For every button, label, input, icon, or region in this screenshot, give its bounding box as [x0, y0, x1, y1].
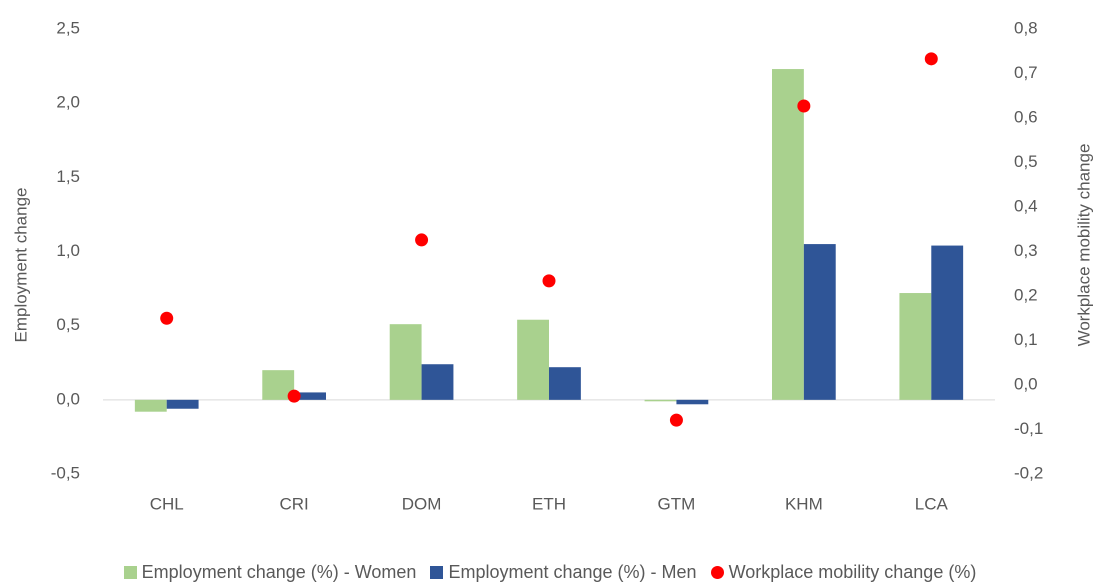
point [542, 274, 556, 288]
y2-tick-label: 0,5 [1014, 152, 1038, 171]
y-tick-label: 0,5 [56, 315, 80, 334]
point [287, 389, 301, 403]
x-tick-label: DOM [402, 494, 442, 513]
y2-tick-label: 0,1 [1014, 330, 1038, 349]
bar [899, 293, 932, 400]
chart: Employment change Workplace mobility cha… [11, 18, 1093, 513]
x-tick-label: CRI [280, 494, 309, 513]
x-tick-label: ETH [532, 494, 566, 513]
y2-tick-label: 0,0 [1014, 374, 1038, 393]
bar [389, 324, 422, 400]
bar [134, 399, 167, 412]
x-tick-label: KHM [785, 494, 823, 513]
y-tick-label: -0,5 [51, 463, 80, 482]
bar [421, 364, 454, 400]
legend-item: Employment change (%) - Women [123, 562, 417, 583]
y-axis-label: Employment change [11, 188, 30, 343]
point [797, 99, 811, 113]
legend-swatch [710, 566, 724, 579]
point [924, 52, 938, 66]
point [669, 413, 683, 427]
y2-tick-label: 0,2 [1014, 285, 1038, 304]
point [415, 233, 429, 247]
bar [549, 367, 581, 400]
legend-label: Workplace mobility change (%) [728, 562, 977, 582]
y2-tick-label: -0,2 [1014, 463, 1043, 482]
bar [644, 399, 677, 402]
y2-tick-label: 0,4 [1014, 196, 1038, 215]
legend-swatch [430, 566, 444, 579]
x-tick-label: GTM [658, 494, 696, 513]
y2-tick-label: 0,6 [1014, 107, 1038, 126]
y-tick-label: 1,5 [56, 167, 80, 186]
y-tick-label: 0,0 [56, 389, 80, 408]
y2-tick-label: 0,7 [1014, 63, 1038, 82]
point [160, 311, 174, 325]
y2-tick-label: 0,3 [1014, 241, 1038, 260]
bar [803, 244, 836, 400]
legend-item: Employment change (%) - Men [430, 562, 697, 583]
x-tick-label: LCA [915, 494, 949, 513]
legend-item: Workplace mobility change (%) [710, 562, 977, 583]
bar [931, 245, 964, 400]
legend-swatch [123, 566, 137, 579]
x-tick-label: CHL [150, 494, 184, 513]
legend-label: Employment change (%) - Women [141, 562, 417, 582]
y2-tick-label: 0,8 [1014, 18, 1038, 37]
bar [517, 319, 549, 400]
legend-label: Employment change (%) - Men [448, 562, 697, 582]
y2-tick-label: -0,1 [1014, 419, 1043, 438]
y-tick-label: 2,0 [56, 93, 80, 112]
bar [772, 69, 804, 400]
y2-axis-label: Workplace mobility change [1074, 144, 1093, 347]
bar [166, 399, 199, 409]
bar [294, 392, 326, 400]
y-tick-label: 2,5 [56, 18, 80, 37]
legend: Employment change (%) - Women Employment … [0, 562, 1100, 583]
y-tick-label: 1,0 [56, 241, 80, 260]
bar [676, 399, 709, 405]
